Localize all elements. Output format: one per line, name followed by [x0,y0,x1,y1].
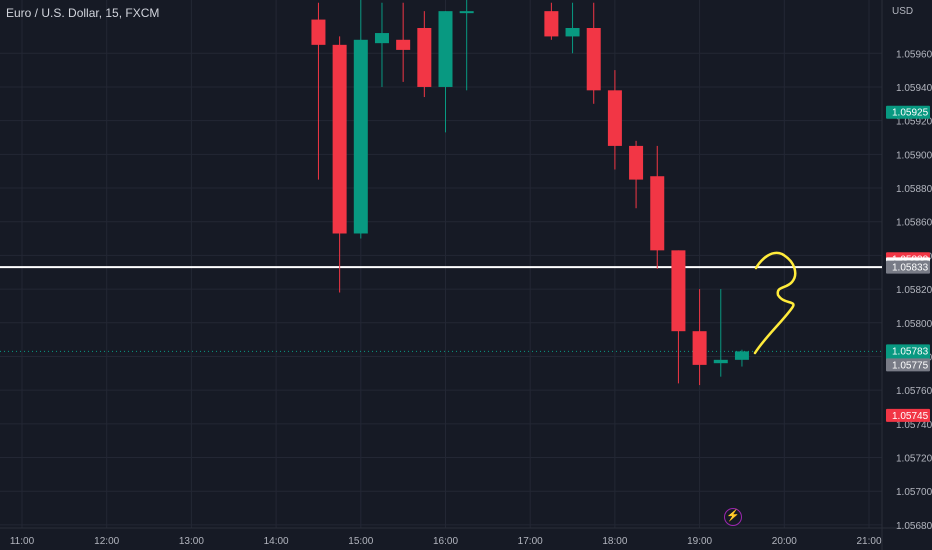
candle-body[interactable] [544,11,559,37]
x-tick-label: 11:00 [10,536,35,547]
x-tick-label: 21:00 [856,536,881,547]
candle-body[interactable] [565,28,580,37]
x-tick-label: 17:00 [518,536,543,547]
y-tick-label: 1.05820 [896,285,932,296]
price-label-text: 1.05833 [892,263,929,274]
y-tick-label: 1.05760 [896,386,932,397]
price-label-text: 1.05925 [892,108,929,119]
price-label-text: 1.05775 [892,360,929,371]
candle-body[interactable] [629,145,644,180]
y-tick-label: 1.05680 [896,521,932,532]
candle-body[interactable] [713,359,728,364]
candle-body[interactable] [586,28,601,91]
candle-body[interactable] [396,39,411,50]
y-tick-label: 1.05800 [896,319,932,330]
candle-body[interactable] [650,176,665,251]
y-tick-label: 1.05900 [896,150,932,161]
currency-label: USD [892,6,914,17]
x-tick-label: 15:00 [348,536,373,547]
x-tick-label: 14:00 [264,536,289,547]
y-tick-label: 1.05700 [896,487,932,498]
candle-body[interactable] [607,90,622,146]
y-tick-label: 1.05960 [896,49,932,60]
x-tick-label: 19:00 [687,536,712,547]
candle-body[interactable] [459,11,474,14]
price-label [886,260,930,274]
y-tick-label: 1.05940 [896,83,932,94]
price-label [886,105,930,119]
x-tick-label: 13:00 [179,536,204,547]
y-tick-label: 1.05720 [896,454,932,465]
symbol-title[interactable]: Euro / U.S. Dollar, 15, FXCM [6,6,160,20]
candle-body[interactable] [374,33,389,44]
y-tick-label: 1.05860 [896,218,932,229]
candle-body[interactable] [671,250,686,332]
x-tick-label: 12:00 [94,536,119,547]
candle-body[interactable] [417,28,432,87]
y-tick-label: 1.05920 [896,117,932,128]
y-tick-label: 1.05880 [896,184,932,195]
x-tick-label: 18:00 [602,536,627,547]
candle-body[interactable] [311,19,326,45]
price-label [886,358,930,372]
candle-body[interactable] [332,44,347,234]
candle-body[interactable] [692,331,707,365]
lightning-icon[interactable]: ⚡ [724,508,742,526]
y-tick-label: 1.05740 [896,420,932,431]
price-label-text: 1.05745 [892,411,929,422]
x-tick-label: 16:00 [433,536,458,547]
candle-body[interactable] [353,39,368,234]
x-tick-label: 20:00 [772,536,797,547]
price-label [886,408,930,422]
hand-drawn-arrow[interactable] [753,251,797,355]
candle-body[interactable] [734,351,749,360]
candle-body[interactable] [438,11,453,87]
price-label-text: 1.05783 [892,346,929,357]
